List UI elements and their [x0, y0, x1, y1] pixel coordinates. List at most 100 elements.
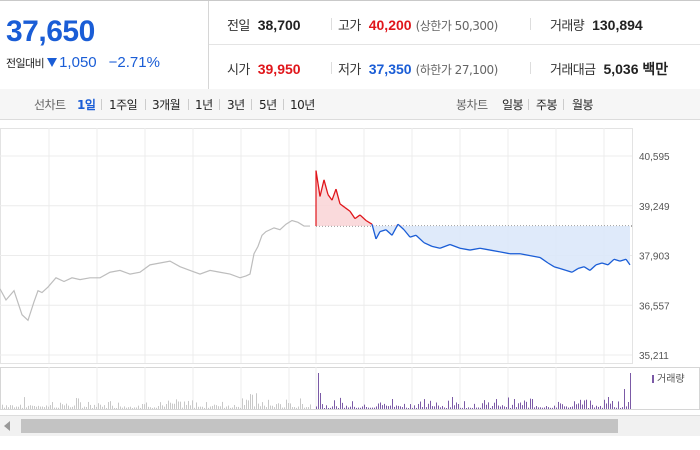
prev-volume-bar — [232, 407, 233, 409]
change-rate: −2.71% — [108, 54, 160, 71]
volume-bar — [598, 406, 599, 409]
volume-bar — [480, 407, 481, 409]
volume-bar — [410, 404, 411, 409]
tab-5-years[interactable]: 5년 — [259, 98, 277, 112]
prev-volume-bar — [208, 407, 209, 409]
volume-bar — [358, 407, 359, 409]
prev-volume-bar — [136, 407, 137, 409]
volume-bar — [528, 407, 529, 409]
prev-volume-bar — [252, 394, 253, 409]
tab-1-week[interactable]: 1주일 — [109, 98, 138, 112]
divider — [219, 99, 220, 110]
prev-volume-bar — [126, 407, 127, 409]
volume-bar — [466, 407, 467, 409]
prev-volume-bar — [122, 407, 123, 409]
tab-3-months[interactable]: 3개월 — [152, 98, 181, 112]
prev-volume-bar — [64, 405, 65, 409]
tab-daily-candle[interactable]: 일봉 — [502, 98, 524, 112]
prev-volume-bar — [194, 407, 195, 409]
prev-volume-bar — [172, 403, 173, 409]
prev-volume-bar — [132, 407, 133, 409]
today-price-segment — [327, 194, 333, 201]
volume-bar — [576, 404, 577, 409]
today-price-segment — [625, 258, 631, 266]
today-price-segment — [577, 266, 585, 270]
volume-bar — [526, 401, 527, 409]
volume-bar — [392, 399, 393, 409]
prev-volume-bar — [178, 401, 179, 409]
volume-legend-icon — [652, 375, 654, 383]
prev-volume-bar — [90, 404, 91, 409]
prev-volume-bar — [144, 404, 145, 409]
volume-bar — [560, 403, 561, 409]
stock-summary: 37,650 전일대비 1,050 −2.71% 전일 38,700 고가 40… — [0, 0, 700, 90]
today-price-segment — [439, 243, 451, 249]
prev-day-price-line — [0, 219, 310, 322]
tab-1-year[interactable]: 1년 — [195, 98, 213, 112]
y-tick-label: 37,903 — [639, 252, 670, 263]
stat-high: 고가 40,200 (상한가 50,300) — [338, 15, 498, 34]
stat-value: 40,200 — [368, 17, 412, 33]
today-price-segment — [375, 231, 381, 240]
volume-bar — [596, 405, 597, 409]
prev-volume-bar — [34, 405, 35, 409]
volume-bar — [566, 406, 567, 409]
volume-bar — [502, 405, 503, 409]
scroll-thumb[interactable] — [21, 419, 618, 433]
tab-weekly-candle[interactable]: 주봉 — [536, 98, 558, 112]
tab-10-years[interactable]: 10년 — [290, 98, 315, 112]
volume-bar — [350, 406, 351, 409]
prev-volume-bar — [124, 406, 125, 409]
volume-bar — [556, 407, 557, 409]
prev-volume-bar — [94, 404, 95, 409]
volume-bar — [530, 398, 531, 409]
volume-bar — [442, 405, 443, 409]
prev-volume-bar — [214, 404, 215, 409]
volume-bar — [510, 407, 511, 409]
stat-value: 5,036 백만 — [603, 61, 669, 77]
prev-volume-bar — [272, 405, 273, 409]
stat-label: 전일 — [227, 19, 250, 34]
prev-volume-bar — [76, 398, 77, 409]
prev-volume-bar — [164, 406, 165, 409]
today-price-segment — [344, 207, 351, 212]
volume-bar — [440, 407, 441, 409]
volume-bar — [450, 407, 451, 409]
price-box: 37,650 전일대비 1,050 −2.71% — [0, 1, 209, 89]
volume-bar — [394, 406, 395, 409]
volume-bar — [494, 402, 495, 409]
today-price-segment — [403, 229, 411, 238]
prev-volume-bar — [2, 404, 3, 409]
today-price-segment — [601, 262, 609, 266]
volume-bar — [600, 405, 601, 409]
stat-label: 시가 — [227, 63, 250, 78]
prev-volume-bar — [268, 399, 269, 409]
tab-monthly-candle[interactable]: 월봉 — [572, 98, 594, 112]
volume-bar — [574, 401, 575, 409]
volume-bar — [486, 404, 487, 409]
volume-bar — [520, 402, 521, 409]
tab-3-years[interactable]: 3년 — [227, 98, 245, 112]
current-price: 37,650 — [6, 15, 95, 48]
prev-volume-bar — [292, 407, 293, 409]
tab-1-day[interactable]: 1일 — [77, 98, 96, 112]
prev-volume-bar — [306, 407, 307, 409]
volume-bar — [374, 407, 375, 409]
prev-volume-bar — [6, 405, 7, 409]
chart-scrollbar[interactable] — [0, 415, 700, 436]
prev-volume-bar — [114, 407, 115, 409]
prev-volume-bar — [152, 407, 153, 409]
today-price-segment — [519, 253, 531, 257]
prev-volume-bar — [44, 407, 45, 409]
volume-bar — [572, 406, 573, 409]
prev-volume-bar — [138, 405, 139, 409]
prev-volume-bar — [118, 402, 119, 409]
prev-volume-bar — [266, 407, 267, 409]
volume-bar — [456, 402, 457, 409]
volume-bar — [426, 407, 427, 409]
prev-volume-bar — [56, 407, 57, 409]
volume-bar — [538, 407, 539, 409]
prev-volume-bar — [186, 404, 187, 409]
scroll-left-arrow-icon[interactable] — [4, 421, 10, 431]
today-price-segment — [415, 234, 425, 244]
